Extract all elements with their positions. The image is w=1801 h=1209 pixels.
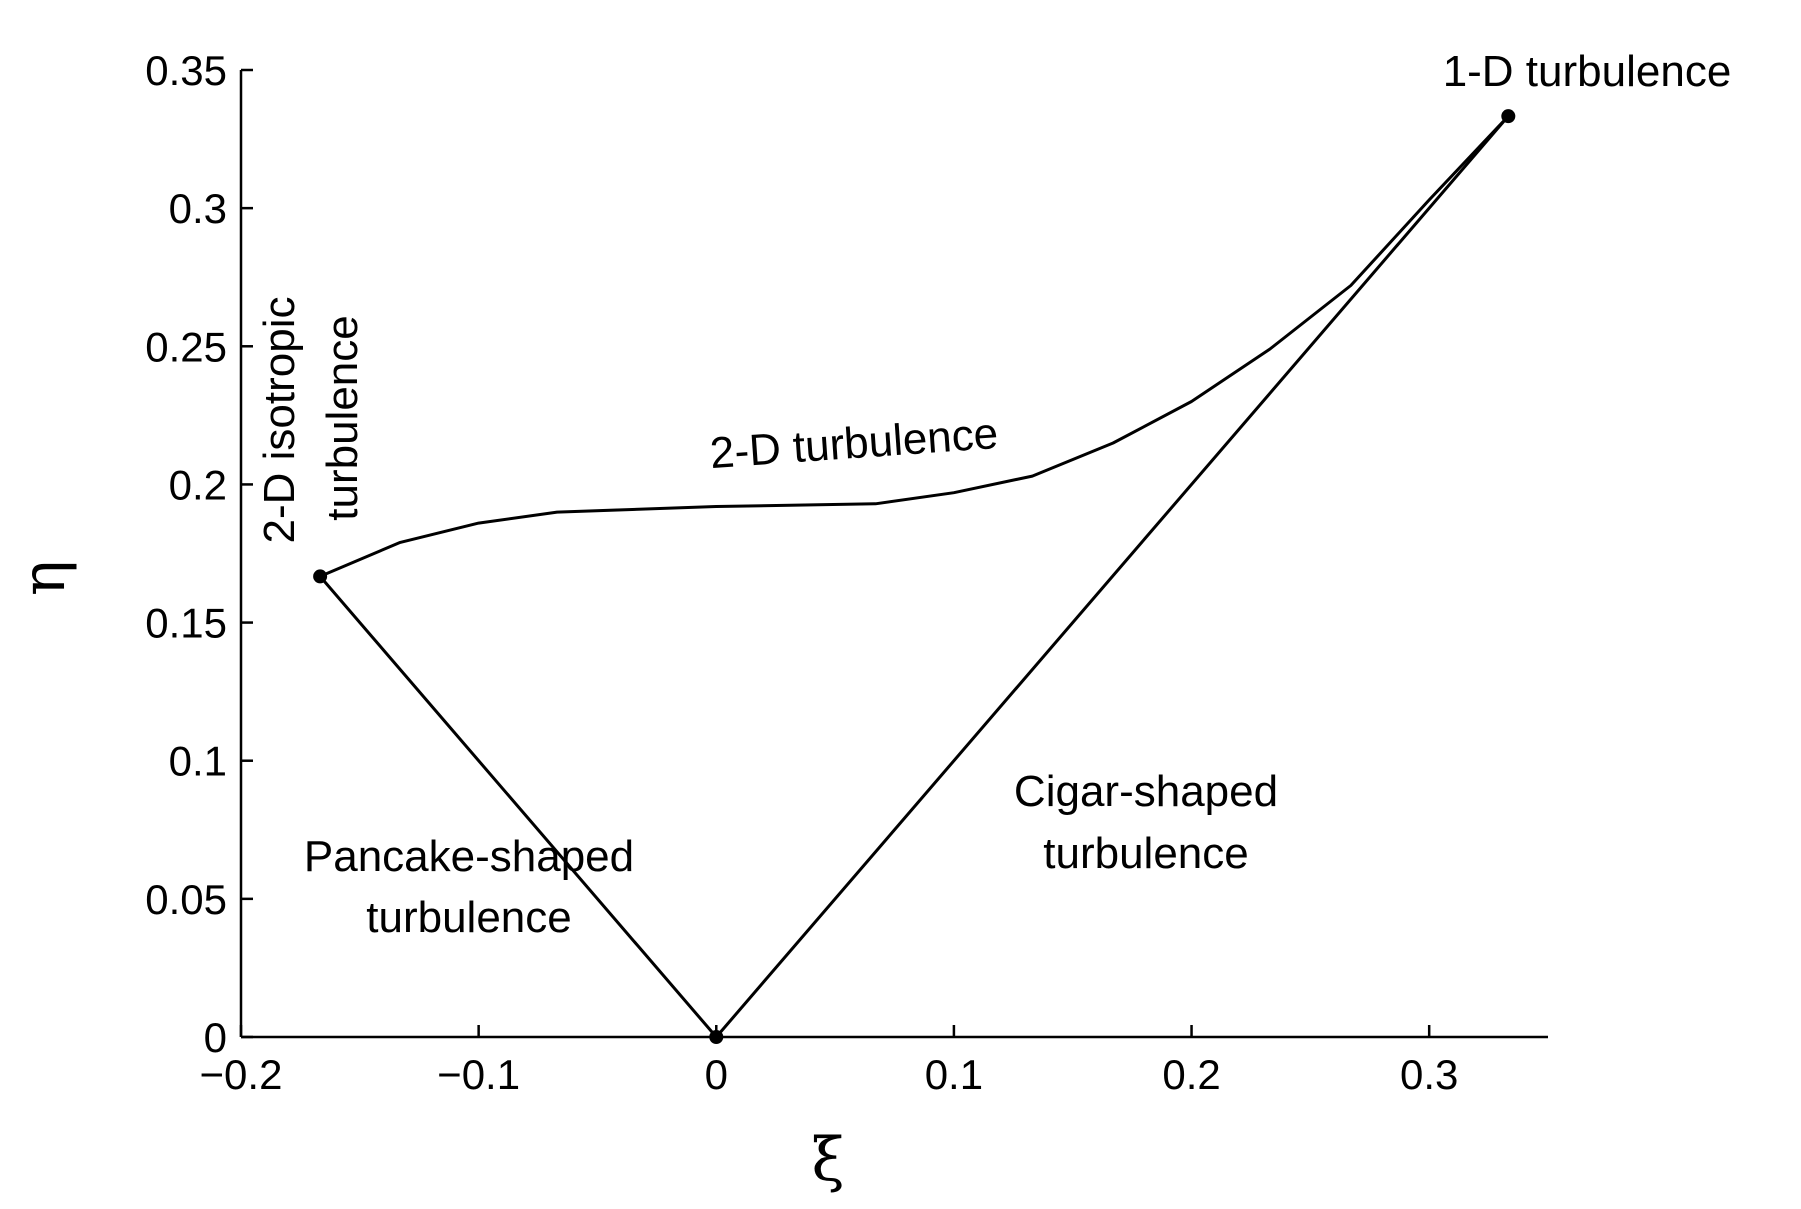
annotation-cigar-shaped: Cigar-shaped (1014, 767, 1278, 816)
y-tick-label: 0.3 (169, 185, 227, 232)
axes (239, 70, 1548, 1039)
x-tick-label: 0.2 (1162, 1051, 1220, 1098)
y-tick-label: 0.1 (169, 738, 227, 785)
annotation-cigar-turbulence: turbulence (1043, 829, 1248, 878)
x-tick-label: 0.3 (1400, 1051, 1458, 1098)
series-line-right (715, 115, 1510, 1038)
annotation-2d-isotropic-turbulence: turbulence (318, 315, 367, 520)
y-tick-label: 0.35 (145, 47, 227, 94)
y-axis-label: η (9, 560, 79, 596)
y-ticks: 0 0.05 0.1 0.15 0.2 0.25 0.3 0.35 (145, 47, 253, 1061)
annotations: 1-D turbulence 2-D turbulence 2-D isotro… (255, 47, 1731, 942)
x-ticks: −0.2 −0.1 0 0.1 0.2 0.3 (200, 1025, 1458, 1098)
y-tick-label: 0 (204, 1014, 227, 1061)
vertex-point (1501, 109, 1516, 124)
x-tick-label: −0.1 (437, 1051, 520, 1098)
series-group (318, 115, 1510, 1038)
x-tick-label: 0 (705, 1051, 728, 1098)
annotation-pancake-turbulence: turbulence (366, 893, 571, 942)
points-group (313, 109, 1516, 1044)
y-tick-label: 0.15 (145, 600, 227, 647)
series-line-left (318, 575, 718, 1038)
y-tick-label: 0.25 (145, 323, 227, 370)
x-tick-label: −0.2 (200, 1051, 283, 1098)
vertex-point (709, 1030, 724, 1044)
x-tick-label: 0.1 (925, 1051, 983, 1098)
x-axis-label: ξ (811, 1125, 844, 1195)
annotation-2d-isotropic: 2-D isotropic (255, 297, 304, 544)
y-tick-label: 0.05 (145, 876, 227, 923)
annotation-pancake-shaped: Pancake-shaped (304, 832, 634, 881)
vertex-point (313, 569, 328, 584)
series-line-top (319, 115, 1510, 578)
annotation-2d-turbulence: 2-D turbulence (708, 409, 999, 478)
annotation-1d-turbulence: 1-D turbulence (1443, 47, 1732, 96)
y-tick-label: 0.2 (169, 461, 227, 508)
